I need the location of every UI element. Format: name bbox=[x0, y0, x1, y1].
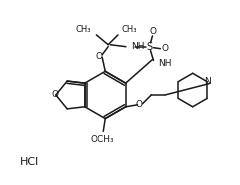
Text: NH: NH bbox=[131, 42, 144, 51]
Text: OCH₃: OCH₃ bbox=[90, 135, 114, 144]
Text: CH₃: CH₃ bbox=[122, 26, 138, 34]
Text: O: O bbox=[136, 100, 143, 109]
Text: O: O bbox=[96, 52, 103, 61]
Text: O: O bbox=[149, 27, 156, 36]
Text: S: S bbox=[146, 42, 153, 52]
Text: NH: NH bbox=[158, 59, 172, 68]
Text: O: O bbox=[162, 44, 169, 53]
Text: N: N bbox=[204, 77, 210, 86]
Text: CH₃: CH₃ bbox=[76, 26, 91, 34]
Text: HCl: HCl bbox=[19, 157, 39, 167]
Text: O: O bbox=[51, 90, 58, 100]
